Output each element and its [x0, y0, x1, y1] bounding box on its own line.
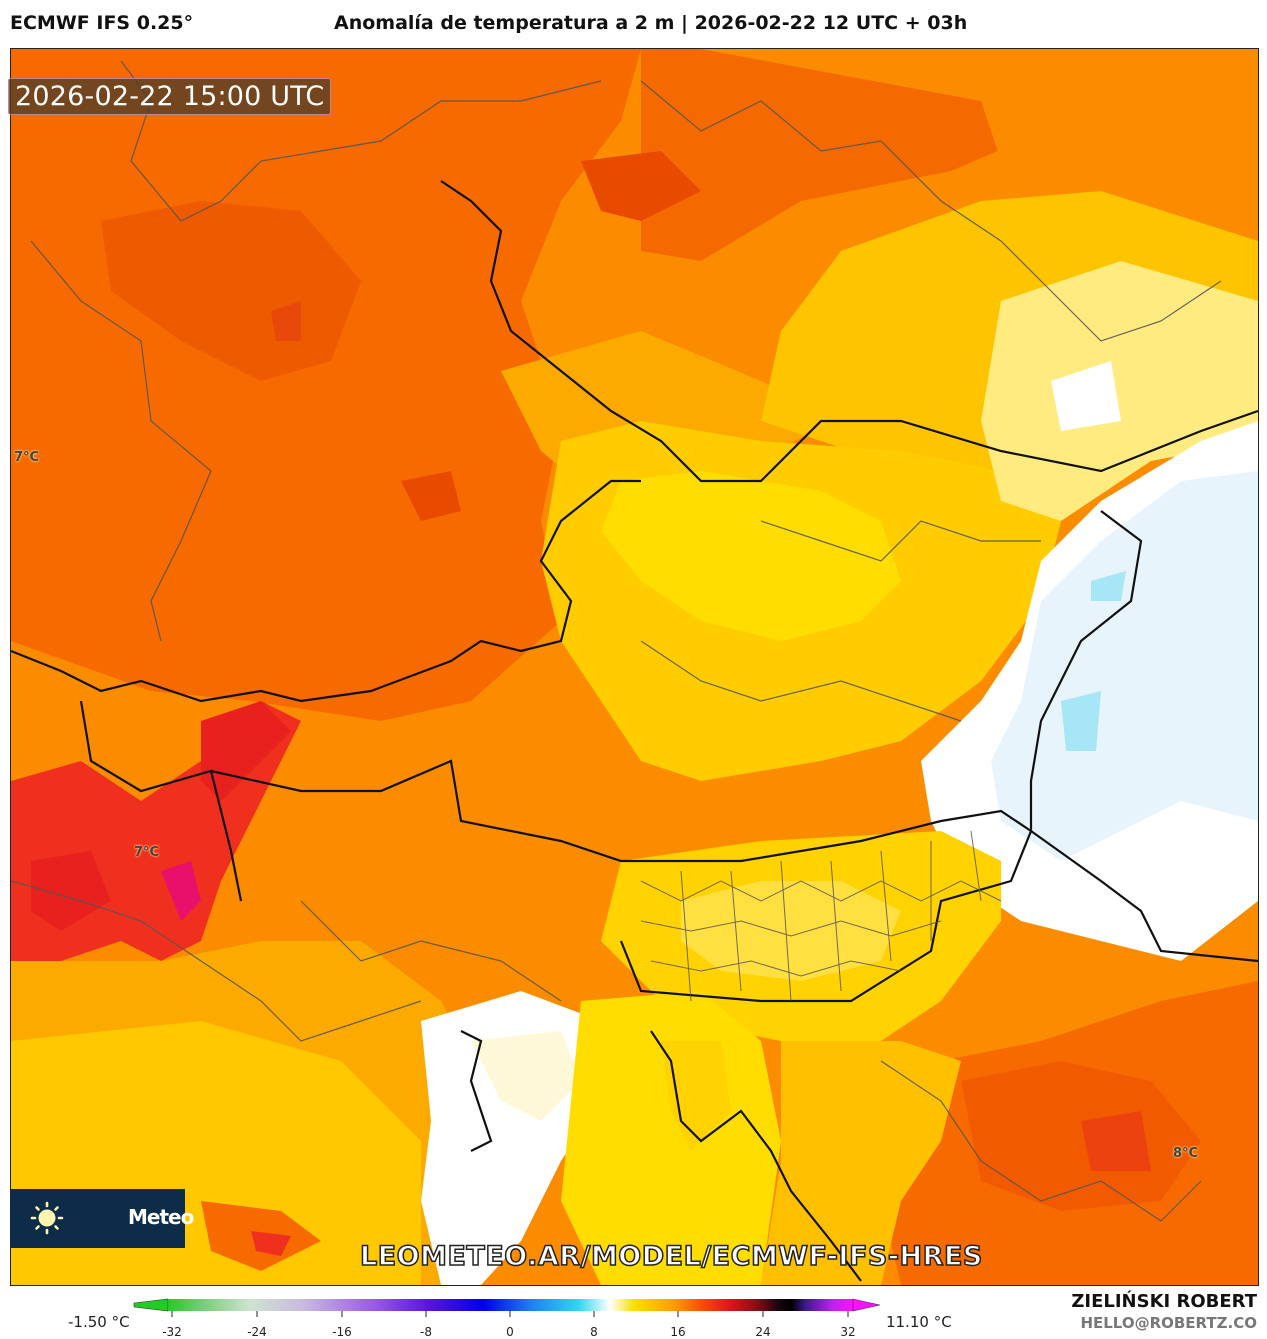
temp-label: 7°C — [14, 450, 40, 465]
colorbar-tick: -24 — [247, 1325, 267, 1339]
valid-time-badge: 2026-02-22 15:00 UTC — [8, 78, 332, 115]
colorbar-tick: -8 — [420, 1325, 432, 1339]
colorbar — [133, 1298, 881, 1317]
colorbar-tick: 24 — [755, 1325, 771, 1339]
author-name: ZIELIŃSKI ROBERT — [1071, 1291, 1257, 1312]
temp-label: 7°C — [134, 845, 160, 860]
map-fill — [11, 49, 1258, 1285]
colorbar-tick: -32 — [162, 1325, 182, 1339]
temperature-anomaly-map[interactable] — [10, 48, 1259, 1286]
source-watermark: LEOMETEO.AR/MODEL/ECMWF-IFS-HRES — [359, 1240, 983, 1273]
colorbar-tick: 16 — [670, 1325, 686, 1339]
model-label: ECMWF IFS 0.25° — [10, 12, 194, 34]
chart-title: Anomalía de temperatura a 2 m | 2026-02-… — [334, 12, 968, 34]
sun-icon — [30, 1201, 64, 1235]
temp-label: 8°C — [1173, 1146, 1199, 1161]
logo-text: Meteo — [128, 1205, 194, 1229]
meteo-logo[interactable]: Meteo — [10, 1189, 194, 1248]
author-email[interactable]: HELLO@ROBERTZ.CO — [1080, 1314, 1257, 1332]
colorbar-tick: 32 — [840, 1325, 856, 1339]
colorbar-tick: 0 — [506, 1325, 514, 1339]
colorbar-min-value: -1.50 °C — [68, 1313, 130, 1331]
colorbar-tick: 8 — [590, 1325, 598, 1339]
colorbar-max-value: 11.10 °C — [886, 1313, 952, 1331]
colorbar-tick: -16 — [332, 1325, 352, 1339]
